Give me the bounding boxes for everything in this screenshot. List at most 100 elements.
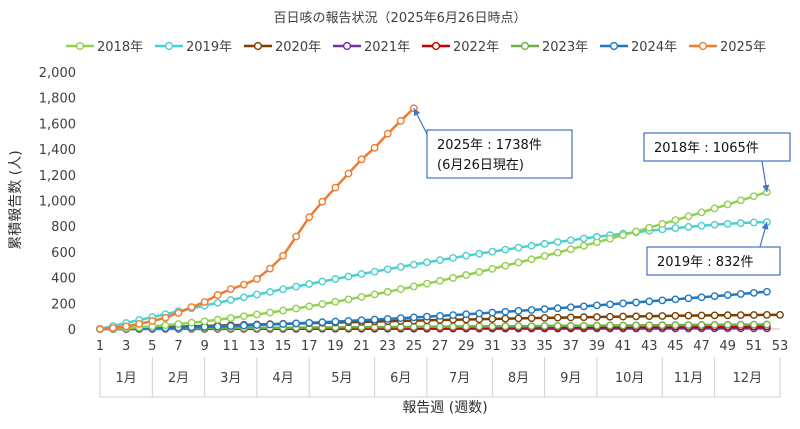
data-point — [645, 312, 654, 321]
data-point — [266, 264, 274, 273]
data-point — [514, 307, 523, 315]
data-point — [501, 261, 510, 270]
legend-marker — [253, 41, 263, 51]
x-tick-label: 45 — [667, 339, 684, 354]
legend-label: 2024年 — [631, 40, 677, 55]
data-point — [514, 322, 523, 331]
data-point — [671, 224, 680, 232]
data-point — [566, 236, 575, 245]
y-tick-label: 600 — [51, 246, 76, 261]
data-point — [671, 321, 680, 330]
data-point — [501, 307, 510, 316]
data-point — [226, 296, 235, 304]
data-point — [396, 285, 405, 294]
month-label: 5月 — [331, 371, 352, 386]
data-point — [723, 200, 732, 209]
data-point — [239, 321, 248, 330]
data-point — [645, 297, 654, 306]
data-point — [449, 311, 457, 319]
legend-label: 2019年 — [186, 40, 232, 55]
data-point — [710, 320, 719, 329]
chart-title: 百日咳の報告状況（2025年6月26日時点） — [274, 11, 527, 26]
month-label: 4月 — [272, 371, 293, 386]
callouts: 2025年 : 1738件 (6月26日現在) 2018年 : 1065件 2019年… — [413, 107, 791, 276]
data-point — [671, 295, 680, 304]
data-point — [501, 322, 510, 331]
data-point — [710, 220, 719, 229]
data-point — [239, 312, 248, 321]
legend: 2018年 2019年 2020年 2021年 2022年 2023年 2024年 2025年 — [66, 40, 766, 55]
data-point — [96, 325, 104, 333]
data-point — [187, 303, 196, 312]
month-label: 6月 — [390, 371, 411, 386]
data-point — [370, 290, 379, 299]
data-point — [161, 321, 170, 330]
data-point — [579, 302, 588, 311]
data-point — [266, 320, 274, 329]
data-point — [566, 303, 575, 312]
legend-marker — [431, 41, 441, 51]
legend-label: 2020年 — [275, 40, 321, 55]
data-point — [187, 318, 196, 327]
data-point — [344, 169, 353, 178]
callout-text: (6月26日現在) — [437, 158, 524, 173]
legend-label: 2023年 — [542, 40, 588, 55]
data-point — [566, 245, 575, 254]
data-point — [279, 285, 287, 294]
data-point — [514, 314, 523, 323]
data-point — [226, 314, 235, 322]
x-tick-label: 1 — [96, 339, 104, 354]
month-label: 8月 — [508, 371, 529, 386]
data-point — [749, 192, 758, 201]
callout-arrowhead — [762, 184, 770, 193]
data-point — [684, 222, 693, 231]
data-point — [697, 221, 706, 230]
x-tick-label: 7 — [174, 339, 182, 354]
data-point — [383, 265, 392, 274]
data-point — [436, 311, 444, 320]
data-point — [658, 220, 667, 228]
data-point — [710, 204, 719, 213]
data-point — [710, 292, 719, 301]
data-point — [540, 252, 549, 260]
x-tick-label: 31 — [484, 339, 501, 354]
legend-marker — [698, 41, 708, 51]
series-line — [99, 190, 768, 331]
data-point — [645, 223, 654, 232]
y-axis-title: 累積報告数 (人) — [8, 150, 24, 249]
data-point — [684, 311, 693, 320]
month-label: 1月 — [116, 371, 137, 386]
data-point — [109, 324, 117, 332]
data-point — [488, 247, 497, 256]
data-point — [266, 308, 274, 317]
data-point — [122, 322, 131, 331]
x-tick-label: 43 — [641, 339, 658, 354]
x-tick-label: 21 — [353, 339, 370, 354]
data-point — [579, 241, 588, 250]
data-point — [593, 301, 601, 310]
data-point — [632, 298, 641, 307]
data-point — [553, 304, 562, 313]
legend-entry: 2018年 — [66, 40, 143, 55]
data-point — [423, 279, 431, 288]
data-point — [383, 287, 392, 296]
data-point — [475, 309, 484, 318]
data-point — [318, 197, 327, 206]
data-point — [736, 196, 745, 205]
data-point — [632, 227, 641, 236]
data-point — [436, 322, 444, 331]
legend-entry: 2022年 — [422, 40, 499, 55]
x-tick-label: 19 — [327, 339, 344, 354]
data-point — [253, 290, 261, 299]
legend-entry: 2020年 — [244, 40, 321, 55]
data-point — [723, 320, 732, 329]
data-point — [763, 320, 771, 329]
y-tick-label: 800 — [51, 220, 76, 235]
data-point — [396, 314, 405, 323]
data-point — [514, 243, 523, 252]
data-point — [736, 219, 745, 227]
data-point — [357, 155, 366, 164]
data-point — [710, 311, 719, 320]
data-point — [279, 251, 287, 260]
